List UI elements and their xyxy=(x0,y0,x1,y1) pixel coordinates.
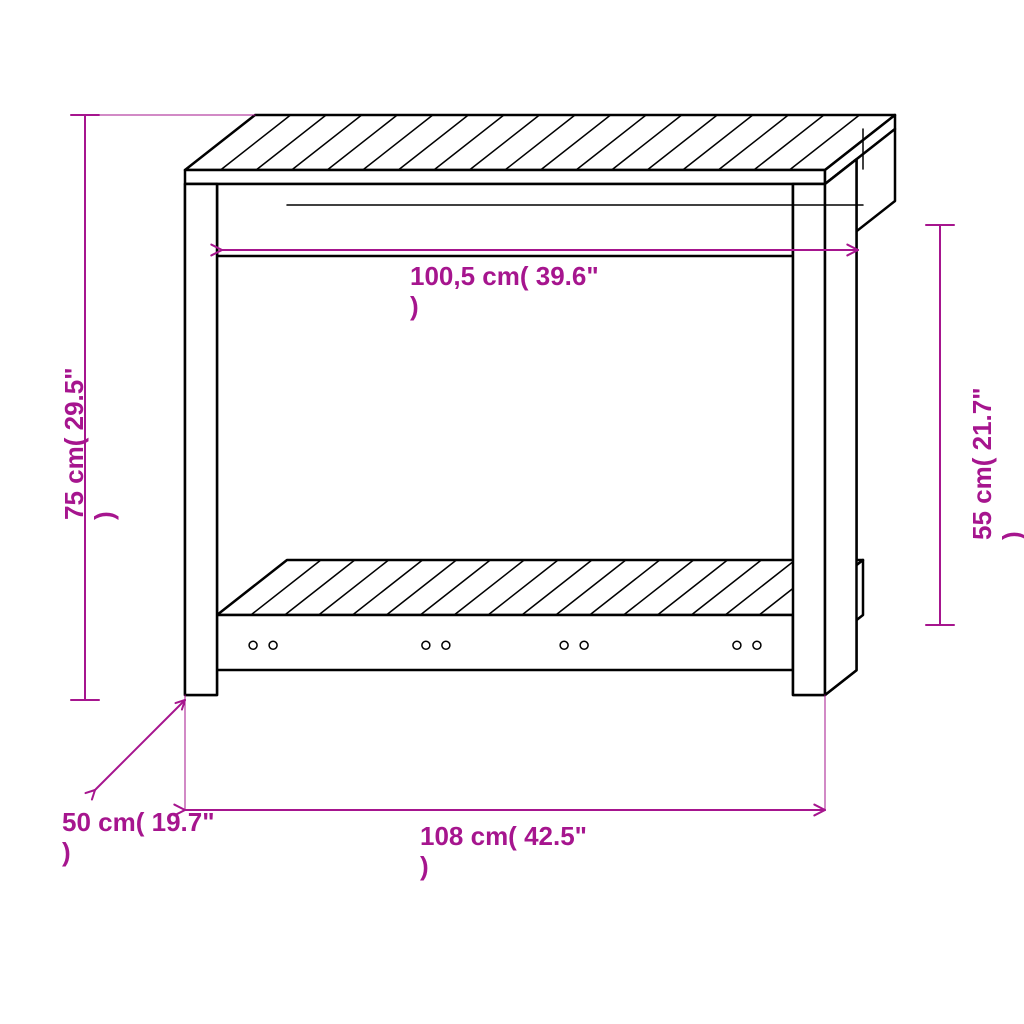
dim-label-width-bottom: 108 cm( 42.5" ) xyxy=(420,822,587,882)
dim-text: 108 cm( 42.5" xyxy=(420,821,587,851)
dim-text: 75 cm( 29.5" xyxy=(59,367,89,520)
dim-text: 50 cm( 19.7" xyxy=(62,807,215,837)
dim-text-close: ) xyxy=(90,367,120,520)
dim-label-height-right: 55 cm( 21.7" ) xyxy=(968,387,1024,540)
dim-label-inner-width: 100,5 cm( 39.6" ) xyxy=(410,262,599,322)
dim-label-depth-bottom: 50 cm( 19.7" ) xyxy=(62,808,215,868)
dim-text: 55 cm( 21.7" xyxy=(967,387,997,540)
dim-text-close: ) xyxy=(410,292,599,322)
dim-text-close: ) xyxy=(998,387,1024,540)
dim-text-close: ) xyxy=(420,852,587,882)
dim-text-close: ) xyxy=(62,838,215,868)
dim-label-height-left: 75 cm( 29.5" ) xyxy=(60,367,120,520)
diagram-stage: 75 cm( 29.5" ) 55 cm( 21.7" ) 108 cm( 42… xyxy=(0,0,1024,1024)
dim-text: 100,5 cm( 39.6" xyxy=(410,261,599,291)
